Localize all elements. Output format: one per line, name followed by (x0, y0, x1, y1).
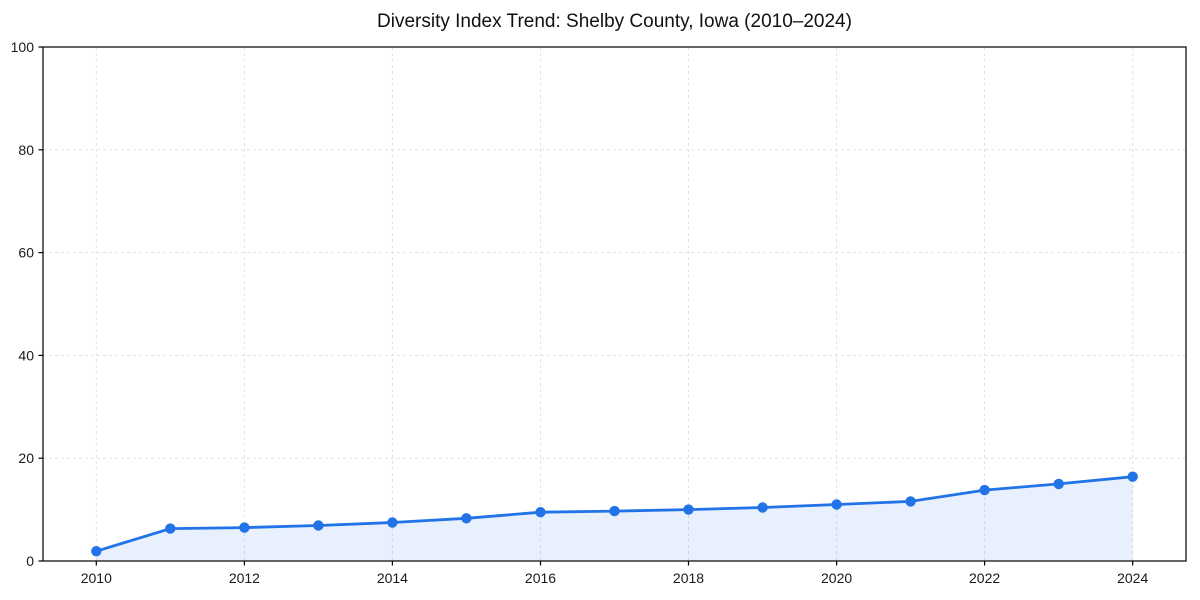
x-tick-label: 2022 (969, 570, 1000, 586)
axes-spines (42, 46, 1187, 562)
y-tick-label: 0 (26, 553, 34, 569)
x-tick-label: 2018 (673, 570, 704, 586)
x-tick-label: 2012 (229, 570, 260, 586)
x-tick-label: 2016 (525, 570, 556, 586)
data-point-2012 (239, 522, 250, 533)
y-tick-label: 80 (18, 142, 34, 158)
data-point-2024 (1127, 471, 1138, 482)
data-point-2010 (91, 546, 102, 557)
y-tick-label: 100 (11, 39, 35, 55)
data-point-2019 (757, 502, 768, 513)
data-point-2016 (535, 507, 546, 518)
data-point-2022 (979, 484, 990, 496)
data-point-2018 (683, 504, 694, 515)
area-fill (96, 476, 1133, 561)
data-point-2011 (165, 523, 176, 534)
data-point-2021 (905, 496, 916, 507)
x-tick-label: 2020 (821, 570, 852, 586)
y-tick-label: 20 (18, 450, 34, 466)
data-point-2023 (1053, 478, 1064, 490)
chart-title: Diversity Index Trend: Shelby County, Io… (377, 11, 852, 32)
x-tick-label: 2014 (377, 570, 408, 586)
x-tick-label: 2010 (81, 570, 112, 586)
data-point-2013 (313, 520, 324, 531)
y-tick-label: 60 (18, 245, 34, 261)
x-tick-label: 2024 (1117, 570, 1148, 586)
data-point-2017 (609, 505, 620, 517)
data-point-2014 (387, 517, 398, 528)
data-point-2020 (831, 499, 842, 510)
y-tick-label: 40 (18, 347, 34, 363)
data-point-2015 (461, 513, 472, 524)
